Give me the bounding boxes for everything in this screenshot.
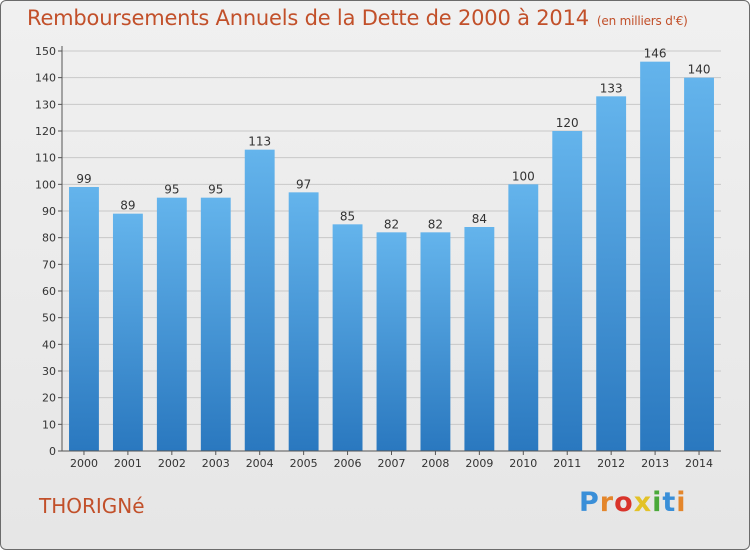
- value-label-2014: 140: [688, 63, 711, 77]
- x-tick-label-2007: 2007: [378, 457, 406, 470]
- bar-2011: [552, 131, 583, 451]
- y-tick-label: 0: [49, 445, 56, 458]
- value-label-2008: 82: [428, 217, 443, 231]
- y-tick-label: 140: [35, 72, 56, 85]
- bar-2010: [508, 184, 539, 452]
- value-label-2002: 95: [164, 183, 179, 197]
- value-label-2009: 84: [472, 212, 487, 226]
- y-tick-label: 100: [35, 178, 56, 191]
- logo-letter: i: [652, 487, 663, 518]
- y-tick-label: 150: [35, 45, 56, 58]
- x-tick-label-2014: 2014: [685, 457, 713, 470]
- chart-subtitle: (en milliers d'€): [596, 14, 688, 28]
- x-tick-label-2001: 2001: [114, 457, 142, 470]
- y-tick-label: 110: [35, 152, 56, 165]
- x-tick-label-2005: 2005: [290, 457, 318, 470]
- y-tick-label: 10: [42, 418, 56, 431]
- bar-2009: [464, 227, 495, 451]
- x-tick-label-2004: 2004: [246, 457, 274, 470]
- value-label-2006: 85: [340, 209, 355, 223]
- bar-2006: [332, 224, 363, 451]
- y-tick-label: 20: [42, 392, 56, 405]
- y-tick-label: 50: [42, 312, 56, 325]
- y-tick-label: 90: [42, 205, 56, 218]
- y-tick-label: 60: [42, 285, 56, 298]
- value-label-2000: 99: [76, 172, 91, 186]
- bars: [69, 61, 714, 452]
- proxiti-logo: Proxiti: [579, 487, 687, 518]
- bar-2007: [376, 232, 407, 451]
- bar-2005: [288, 192, 319, 452]
- x-tick-label-2006: 2006: [334, 457, 362, 470]
- bar-2003: [200, 197, 231, 451]
- y-tick-label: 30: [42, 365, 56, 378]
- value-label-2001: 89: [120, 199, 135, 213]
- y-tick-label: 40: [42, 338, 56, 351]
- bar-2001: [112, 213, 143, 451]
- y-tick-label: 80: [42, 232, 56, 245]
- value-label-2011: 120: [556, 116, 579, 130]
- x-tick-label-2008: 2008: [421, 457, 449, 470]
- logo-letter: P: [579, 487, 600, 518]
- bar-2000: [69, 187, 99, 451]
- y-tick-label: 120: [35, 125, 56, 138]
- logo-letter: t: [662, 487, 677, 518]
- value-label-2005: 97: [296, 177, 311, 191]
- axes: [58, 46, 721, 455]
- value-label-2013: 146: [644, 47, 667, 61]
- labels: 0 10 20 30 40 50 60 70 80 90 100 110 120 130 140 150 99 2…: [35, 45, 713, 470]
- x-tick-label-2010: 2010: [509, 457, 537, 470]
- bar-2013: [640, 61, 671, 452]
- logo-letter: i: [676, 487, 687, 518]
- x-tick-label-2011: 2011: [553, 457, 581, 470]
- chart-title: Remboursements Annuels de la Dette de 20…: [27, 6, 688, 30]
- value-label-2010: 100: [512, 169, 535, 183]
- bar-2008: [420, 232, 451, 451]
- x-tick-label-2003: 2003: [202, 457, 230, 470]
- bar-2014: [684, 77, 714, 452]
- x-tick-label-2000: 2000: [70, 457, 98, 470]
- logo-letter: x: [633, 487, 653, 518]
- value-label-2012: 133: [600, 81, 623, 95]
- x-tick-label-2002: 2002: [158, 457, 186, 470]
- x-tick-label-2013: 2013: [641, 457, 669, 470]
- logo-letter: o: [614, 487, 634, 518]
- value-label-2007: 82: [384, 217, 399, 231]
- commune-name: THORIGNé: [39, 494, 145, 518]
- bar-2004: [244, 149, 275, 451]
- x-tick-label-2012: 2012: [597, 457, 625, 470]
- value-label-2004: 113: [248, 135, 271, 149]
- y-tick-label: 130: [35, 98, 56, 111]
- logo-letter: r: [599, 487, 615, 518]
- value-label-2003: 95: [208, 183, 223, 197]
- bar-2012: [596, 96, 627, 451]
- chart-title-text: Remboursements Annuels de la Dette de 20…: [27, 6, 589, 30]
- bar-2002: [156, 197, 187, 451]
- y-tick-label: 70: [42, 258, 56, 271]
- x-tick-label-2009: 2009: [465, 457, 493, 470]
